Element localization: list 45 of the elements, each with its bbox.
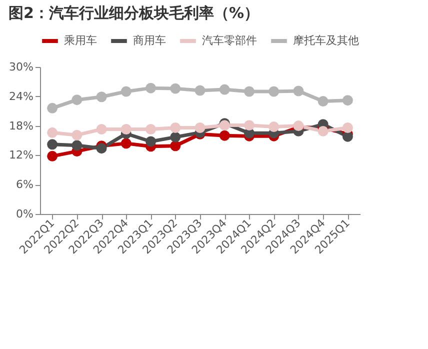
point xyxy=(120,86,132,97)
point xyxy=(194,85,206,96)
point xyxy=(268,122,280,132)
point xyxy=(342,122,353,133)
point xyxy=(47,127,58,138)
point xyxy=(96,92,107,102)
point xyxy=(318,96,328,107)
y-tick-label: 6% xyxy=(16,178,34,192)
y-tick-label: 12% xyxy=(9,148,34,162)
point xyxy=(120,124,132,134)
point xyxy=(146,82,156,94)
point xyxy=(170,83,181,94)
chart-title: 图2：汽车行业细分板块毛利率（%） xyxy=(8,4,260,22)
legend-label: 汽车零部件 xyxy=(202,34,257,47)
point xyxy=(342,95,353,106)
point xyxy=(268,86,280,97)
point xyxy=(244,120,254,131)
point xyxy=(219,130,230,141)
y-tick-label: 30% xyxy=(9,60,34,74)
point xyxy=(47,139,58,150)
point xyxy=(146,136,156,147)
point xyxy=(96,143,107,154)
y-tick-label: 24% xyxy=(9,90,34,103)
point xyxy=(170,132,181,142)
legend-label: 商用车 xyxy=(133,34,166,47)
legend-label: 摩托车及其他 xyxy=(293,34,359,47)
point xyxy=(342,131,353,142)
point xyxy=(293,86,304,96)
point xyxy=(219,84,230,95)
y-tick-label: 0% xyxy=(16,208,34,220)
point xyxy=(96,124,107,134)
point xyxy=(47,102,58,114)
point xyxy=(170,140,181,152)
legend-label: 乘用车 xyxy=(64,34,97,47)
point xyxy=(47,150,58,162)
point xyxy=(72,94,82,106)
point xyxy=(72,130,82,140)
point xyxy=(318,126,328,136)
point xyxy=(72,140,82,151)
y-tick-label: 18% xyxy=(9,119,34,132)
point xyxy=(120,138,132,149)
point xyxy=(194,122,206,133)
point xyxy=(170,122,181,133)
point xyxy=(244,86,254,97)
point xyxy=(146,124,156,134)
